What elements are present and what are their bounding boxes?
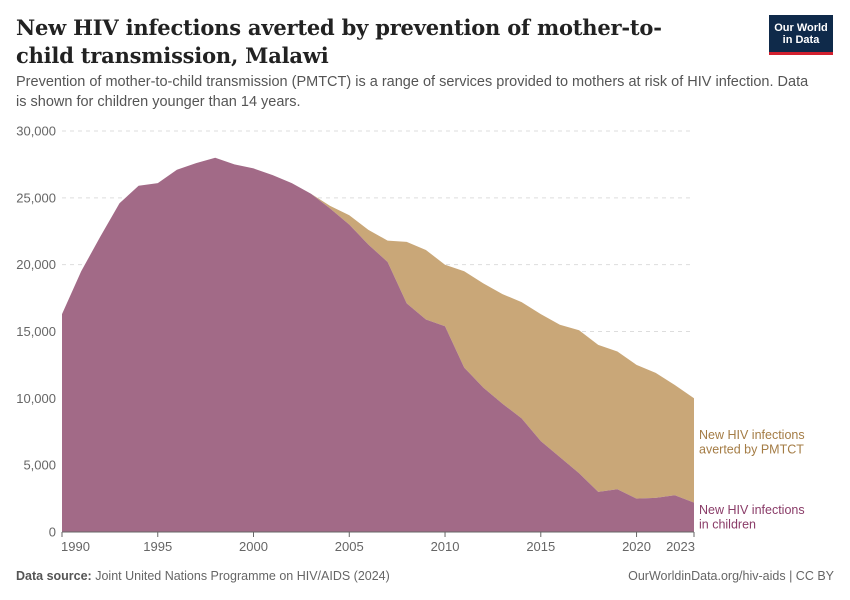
label-children-infections-line: in children	[699, 518, 756, 532]
area-children-infections	[62, 157, 694, 532]
x-tick-label: 2023	[666, 539, 695, 554]
y-tick-label: 25,000	[16, 190, 56, 205]
label-averted-by-pmtct-line: averted by PMTCT	[699, 443, 804, 457]
url-license[interactable]: OurWorldinData.org/hiv-aids | CC BY	[628, 569, 834, 583]
x-tick-label: 2015	[526, 539, 555, 554]
area-averted-by-pmtct	[62, 157, 694, 503]
data-source-label: Data source:	[16, 569, 92, 583]
data-source-link[interactable]: Joint United Nations Programme on HIV/AI…	[95, 569, 390, 583]
x-tick-label: 2010	[431, 539, 460, 554]
label-children-infections-line: New HIV infections	[699, 503, 805, 517]
data-source: Data source: Joint United Nations Progra…	[16, 569, 390, 583]
x-tick-label: 2020	[622, 539, 651, 554]
logo-line-1: Our World	[774, 21, 828, 34]
area-layer	[62, 157, 694, 532]
chart-subtitle: Prevention of mother-to-child transmissi…	[16, 74, 809, 110]
x-tick-label: 1990	[61, 539, 90, 554]
x-tick-label: 1995	[143, 539, 172, 554]
x-tick-label: 2005	[335, 539, 364, 554]
label-averted-by-pmtct-line: New HIV infections	[699, 428, 805, 442]
logo-line-2: in Data	[782, 33, 820, 46]
chart-area: 0 5,000 10,000 15,000 20,000 25,000 30,000 1990…	[16, 124, 805, 555]
axis-layer: 0 5,000 10,000 15,000 20,000 25,000 30,000 1990…	[16, 124, 695, 555]
owid-logo[interactable]: Our World in Data	[769, 15, 833, 55]
chart-title: New HIV infections averted by prevention…	[16, 15, 662, 68]
y-tick-label: 15,000	[16, 324, 56, 339]
y-tick-label: 30,000	[16, 124, 56, 139]
y-tick-label: 0	[49, 525, 56, 540]
y-tick-label: 20,000	[16, 257, 56, 272]
y-tick-label: 5,000	[23, 458, 56, 473]
x-tick-label: 2000	[239, 539, 268, 554]
y-tick-label: 10,000	[16, 391, 56, 406]
